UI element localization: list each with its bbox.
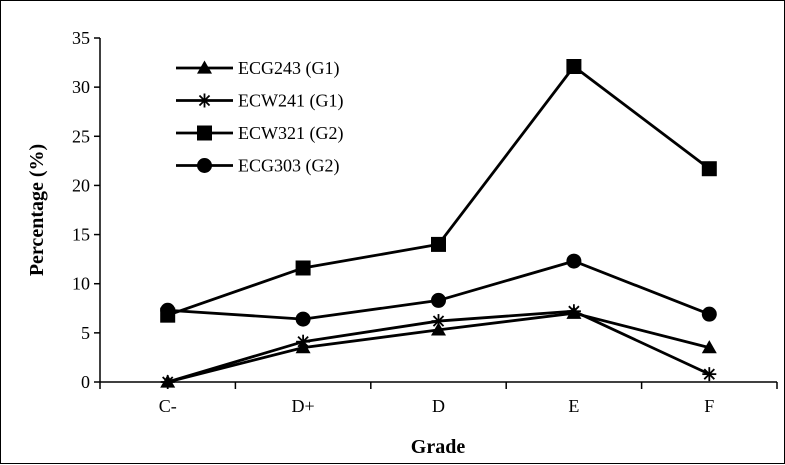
legend-label: ECG303 (G2) — [238, 156, 340, 177]
x-tick-label: D+ — [292, 396, 315, 416]
data-point — [431, 237, 446, 252]
data-point — [702, 307, 717, 322]
data-point — [566, 254, 581, 269]
data-point — [567, 304, 581, 318]
y-tick-label: 15 — [72, 225, 90, 245]
legend-marker — [197, 158, 212, 173]
data-point — [161, 375, 175, 389]
y-axis-title: Percentage (%) — [26, 144, 48, 276]
legend: ECG243 (G1) ECW241 (G1) ECW321 (G2) ECG303 … — [176, 58, 343, 177]
y-tick-label: 0 — [81, 372, 90, 392]
x-axis-title: Grade — [411, 436, 466, 458]
y-axis-ticks: 0 5 10 15 20 25 30 35 — [72, 28, 100, 392]
x-tick-label: E — [568, 396, 579, 416]
y-tick-label: 20 — [72, 175, 90, 195]
data-point — [431, 293, 446, 308]
legend-label: ECG243 (G1) — [238, 58, 340, 79]
legend-entry: ECW321 (G2) — [176, 123, 343, 144]
legend-entry: ECG243 (G1) — [176, 58, 340, 79]
x-tick-label: F — [704, 396, 714, 416]
series-2 — [161, 304, 717, 389]
legend-marker — [198, 94, 212, 108]
data-point — [702, 367, 716, 381]
x-tick-label: D — [432, 396, 445, 416]
legend-label: ECW321 (G2) — [238, 123, 343, 144]
legend-entry: ECG303 (G2) — [176, 156, 340, 177]
x-axis-ticks: C- D+ D E F — [100, 382, 777, 416]
data-point — [702, 161, 717, 176]
legend-entry: ECW241 (G1) — [176, 91, 343, 112]
y-tick-label: 25 — [72, 126, 90, 146]
y-tick-label: 10 — [72, 274, 90, 294]
data-point — [566, 59, 581, 74]
data-point — [160, 303, 175, 318]
data-point — [296, 260, 311, 275]
y-tick-label: 30 — [72, 77, 90, 97]
y-tick-label: 35 — [72, 28, 90, 48]
x-tick-label: C- — [159, 396, 177, 416]
data-point — [296, 335, 310, 349]
series-line — [168, 261, 710, 319]
data-point — [432, 314, 446, 328]
data-point — [296, 312, 311, 327]
legend-marker — [197, 126, 212, 141]
legend-label: ECW241 (G1) — [238, 91, 343, 112]
y-tick-label: 5 — [81, 323, 90, 343]
